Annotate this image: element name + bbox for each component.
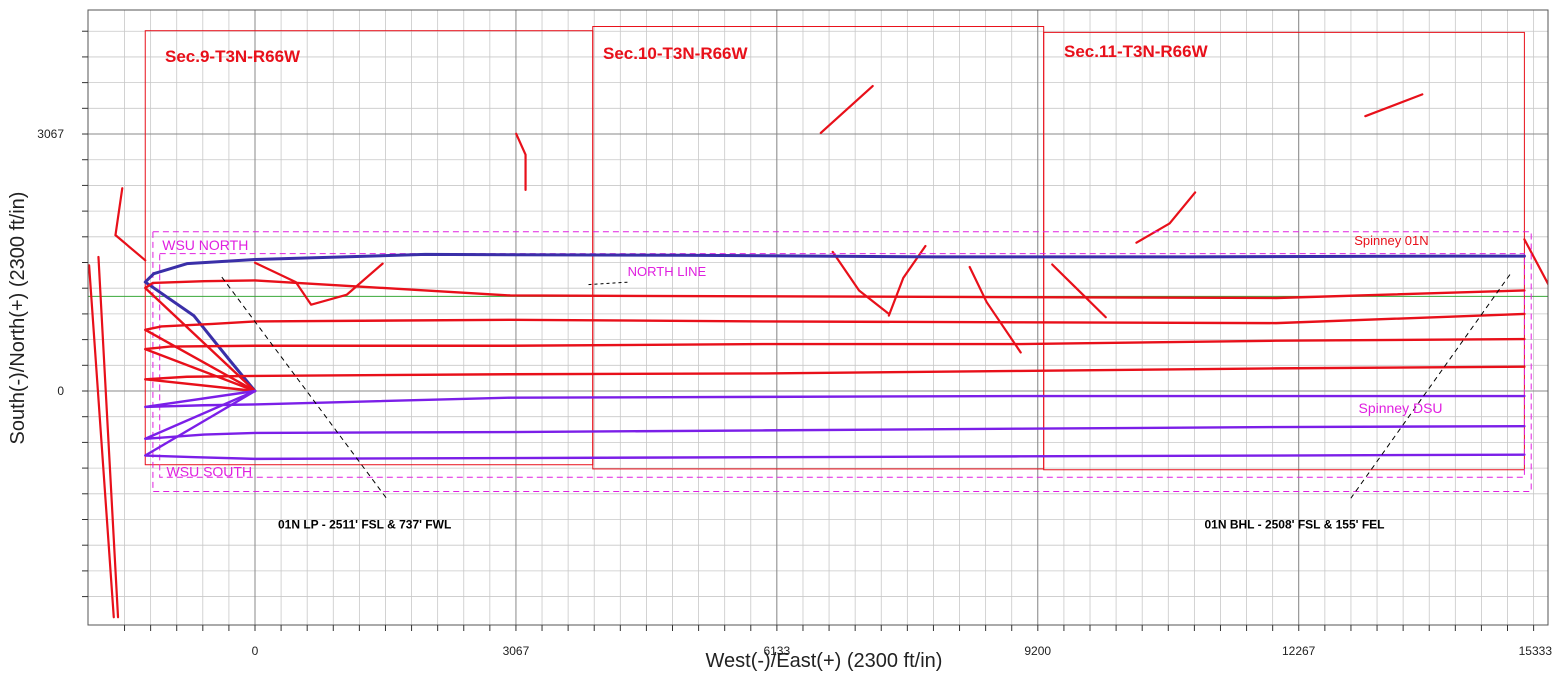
- axes: 0 3067 6133 9200 12267 15333 0 3067: [37, 9, 1552, 658]
- boundary-label: Spinney DSU: [1358, 400, 1442, 416]
- x-axis-label: West(-)/East(+) (2300 ft/in): [706, 650, 943, 672]
- section-label: Sec.11-T3N-R66W: [1064, 42, 1209, 61]
- well-path-6: [144, 389, 1526, 440]
- plot-frame: [87, 9, 1549, 626]
- chart-labels: Sec.9-T3N-R66W Sec.10-T3N-R66W Sec.11-T3N-…: [162, 42, 1442, 531]
- offset-well: [114, 234, 147, 262]
- y-tick-label: 0: [57, 384, 64, 398]
- x-tick-label: 12267: [1282, 644, 1316, 658]
- boundary-label: Spinney 01N: [1354, 233, 1428, 248]
- section-boundaries: [144, 26, 1532, 493]
- offset-well: [819, 84, 874, 135]
- north-line-leader: [588, 281, 630, 286]
- well-path-5: [144, 389, 1526, 409]
- offset-well: [1523, 238, 1548, 287]
- offset-well: [97, 255, 120, 619]
- well-path-4: [144, 365, 1526, 393]
- well-path-1: [144, 279, 1526, 393]
- section-outline: [1043, 31, 1525, 471]
- y-axis-label: South(-)/North(+) (2300 ft/in): [7, 192, 29, 445]
- well-path-2: [144, 312, 1526, 393]
- section-label: Sec.9-T3N-R66W: [165, 47, 301, 66]
- well-path-3: [144, 337, 1526, 393]
- offset-well: [1364, 93, 1424, 118]
- x-tick-label: 0: [252, 644, 259, 658]
- x-tick-label: 15333: [1519, 644, 1552, 658]
- annotation-label: 01N LP - 2511' FSL & 737' FWL: [278, 517, 451, 531]
- section-label: Sec.10-T3N-R66W: [603, 44, 749, 63]
- grid: [88, 10, 1548, 625]
- x-tick-label: 9200: [1024, 644, 1051, 658]
- offset-well: [515, 132, 527, 192]
- offset-wells: [88, 84, 1548, 619]
- x-tick-label: 6133: [763, 644, 790, 658]
- x-tick-label: 3067: [503, 644, 530, 658]
- offset-well: [1135, 191, 1197, 244]
- annotation-leaders: [221, 274, 1511, 501]
- bhl-leader: [1350, 274, 1511, 499]
- well-paths: [143, 252, 1526, 461]
- boundary-label: WSU NORTH: [162, 237, 248, 253]
- offset-well: [831, 250, 890, 316]
- well-path-0: [143, 252, 1526, 393]
- offset-well: [1051, 263, 1107, 319]
- y-tick-label: 3067: [37, 127, 64, 141]
- offset-well: [88, 264, 115, 619]
- boundary-label: WSU SOUTH: [167, 463, 253, 479]
- offset-well: [114, 187, 124, 237]
- spacing-unit-inner: [159, 253, 1525, 478]
- lp-leader: [221, 276, 389, 501]
- boundary-label: NORTH LINE: [628, 264, 707, 279]
- annotation-label: 01N BHL - 2508' FSL & 155' FEL: [1204, 517, 1384, 531]
- well-path-7: [144, 389, 1526, 461]
- offset-well: [968, 265, 1022, 354]
- offset-well: [253, 261, 384, 306]
